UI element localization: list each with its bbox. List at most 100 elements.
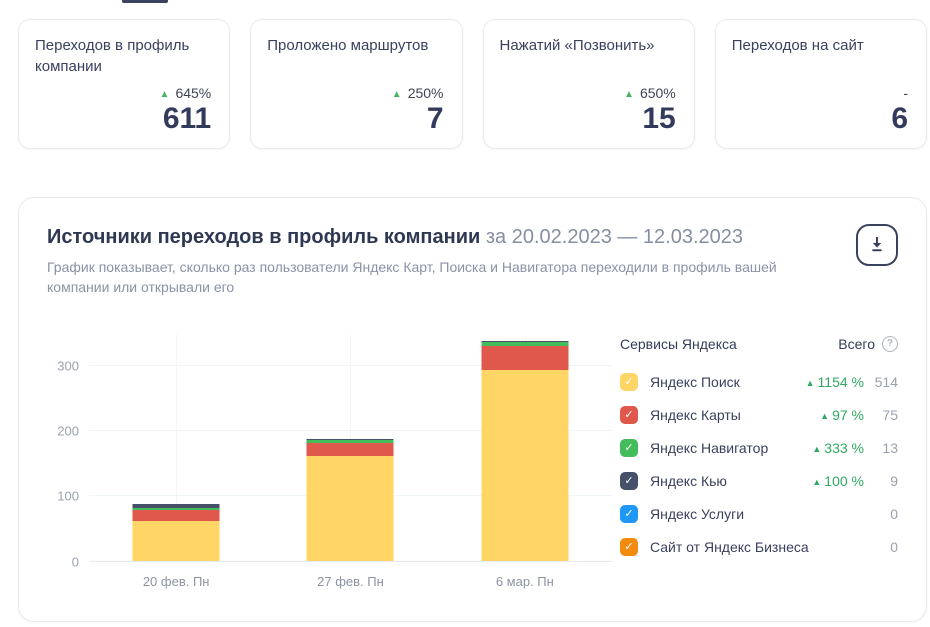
stat-card-title: Нажатий «Позвонить» — [499, 37, 655, 54]
bar-segment — [306, 442, 394, 457]
download-icon — [867, 234, 887, 257]
series-checkbox[interactable]: ✓ — [620, 504, 638, 523]
stat-card-title: Переходов на сайт — [731, 37, 864, 54]
x-axis-tick-label: 6 мар. Пн — [495, 573, 554, 589]
legend-values: 0 — [864, 506, 898, 522]
stat-cards-row: Переходов в профиль компании ▲ 645% 611 Прол… — [18, 19, 927, 149]
stat-card-trend-value: 650% — [639, 84, 676, 101]
bar-segment — [481, 341, 569, 342]
stat-card: Переходов на сайт -6 — [714, 19, 927, 149]
bar-segment — [481, 345, 569, 370]
stat-card-trend-value: - — [903, 84, 908, 101]
trend-up-icon: ▲ — [805, 377, 815, 388]
legend-values: ▲ 100 % 9 — [812, 473, 898, 489]
stat-card: Переходов в профиль компании ▲ 645% 611 — [18, 19, 231, 149]
legend-values: 0 — [864, 539, 898, 555]
legend-header-total: Всего — [838, 335, 875, 352]
legend-percent: ▲ 97 % — [820, 407, 864, 423]
legend-values: ▲ 97 % 75 — [820, 407, 898, 423]
y-axis-tick-label: 100 — [57, 488, 79, 504]
legend-row: ✓ Яндекс Поиск ▲ 1154 % 514 — [620, 372, 898, 392]
stacked-bar[interactable] — [306, 438, 394, 561]
legend-total: 514 — [874, 373, 898, 390]
chart-and-legend: 0 100 200 300 20 фев. Пн 27 фев. Пн 6 мар. Пн… — [47, 333, 898, 604]
legend-header-total-wrap: Всего ? — [838, 335, 898, 352]
stacked-bar[interactable] — [481, 341, 569, 561]
legend-percent: ▲ 1154 % — [806, 374, 864, 390]
chart-column: 27 фев. Пн — [263, 333, 437, 589]
legend-row: ✓ Яндекс Кью ▲ 100 % 9 — [620, 471, 898, 491]
stat-card-trend: - — [732, 85, 908, 101]
stat-card-trend: ▲ 645% — [35, 85, 212, 101]
x-axis-tick-label: 27 фев. Пн — [317, 573, 384, 589]
legend-percent-value: 333 % — [824, 439, 864, 456]
stat-card-value: 7 — [426, 101, 444, 135]
y-axis-tick-label: 300 — [57, 358, 79, 374]
legend-label: Яндекс Карты — [650, 406, 741, 423]
legend-values: ▲ 333 % 13 — [812, 440, 898, 456]
stat-card-trend: ▲ 650% — [500, 85, 676, 101]
legend-total: 75 — [882, 406, 898, 423]
legend-label: Сайт от Яндекс Бизнеса — [650, 538, 809, 555]
vertical-gridline — [176, 333, 178, 561]
legend-total: 0 — [890, 505, 898, 522]
download-button[interactable] — [856, 224, 898, 266]
legend-percent-value: 97 % — [832, 406, 864, 423]
legend-percent-value: 1154 % — [817, 373, 864, 390]
trend-up-icon: ▲ — [624, 88, 634, 100]
bar-segment — [132, 509, 220, 521]
trend-up-icon: ▲ — [812, 443, 822, 454]
stat-card: Нажатий «Позвонить» ▲ 650% 15 — [482, 19, 695, 149]
y-axis: 0 100 200 300 — [47, 334, 89, 569]
traffic-sources-card: Источники переходов в профиль компании з… — [18, 197, 927, 622]
active-tab-underline — [122, 0, 168, 3]
legend-row: ✓ Яндекс Услуги 0 — [620, 504, 898, 524]
legend-row: ✓ Яндекс Навигатор ▲ 333 % 13 — [620, 438, 898, 458]
legend-items: ✓ Яндекс Поиск ▲ 1154 % 514 ✓ Яндекс Карты ▲ 97 … — [620, 372, 898, 557]
bar-segment — [132, 520, 220, 561]
stat-card-value: 15 — [642, 101, 676, 135]
page-title: Источники переходов в профиль компании з… — [47, 224, 777, 250]
stat-card-title: Переходов в профиль компании — [35, 37, 190, 75]
legend-label: Яндекс Поиск — [650, 373, 740, 390]
stat-card-trend: ▲ 250% — [267, 84, 444, 101]
chart-column: 20 фев. Пн — [89, 333, 263, 589]
legend-label: Яндекс Кью — [650, 472, 727, 489]
card-header-text: Источники переходов в профиль компании з… — [47, 224, 777, 298]
bar-segment — [481, 369, 569, 561]
stacked-bar[interactable] — [132, 503, 220, 561]
stat-card-value: 6 — [891, 101, 908, 135]
legend-label: Яндекс Навигатор — [650, 439, 769, 456]
series-checkbox[interactable]: ✓ — [620, 405, 638, 424]
stat-card-trend-value: 250% — [407, 84, 444, 101]
legend-header-services: Сервисы Яндекса — [620, 335, 737, 352]
trend-up-icon: ▲ — [820, 410, 830, 421]
plot-area: 20 фев. Пн 27 фев. Пн 6 мар. Пн — [89, 333, 612, 589]
trend-up-icon: ▲ — [812, 476, 822, 487]
x-axis-tick-label: 20 фев. Пн — [142, 573, 210, 589]
chart-column: 6 мар. Пн — [438, 333, 612, 589]
legend-percent: ▲ 100 % — [812, 473, 864, 489]
series-checkbox[interactable]: ✓ — [620, 471, 638, 490]
legend-total: 13 — [882, 439, 898, 456]
chart: 0 100 200 300 20 фев. Пн 27 фев. Пн 6 мар. Пн — [47, 333, 612, 604]
help-icon[interactable]: ? — [882, 335, 898, 352]
trend-up-icon: ▲ — [391, 88, 402, 100]
bar-segment — [306, 438, 394, 441]
series-checkbox[interactable]: ✓ — [620, 372, 638, 391]
series-checkbox[interactable]: ✓ — [620, 537, 638, 556]
bar-segment — [132, 503, 220, 508]
legend-row: ✓ Яндекс Карты ▲ 97 % 75 — [620, 405, 898, 425]
card-header: Источники переходов в профиль компании з… — [47, 224, 898, 298]
legend-percent-value: 100 % — [824, 472, 864, 489]
bar-segment — [481, 341, 569, 346]
card-subtitle: График показывает, сколько раз пользоват… — [47, 259, 777, 296]
y-axis-tick-label: 200 — [57, 423, 79, 439]
stat-card: Проложено маршрутов ▲ 250% 7 — [250, 19, 463, 149]
series-checkbox[interactable]: ✓ — [620, 438, 638, 457]
card-title-text: Источники переходов в профиль компании — [47, 226, 481, 248]
y-axis-tick-label: 0 — [71, 554, 79, 570]
legend-values: ▲ 1154 % 514 — [806, 374, 898, 390]
legend-total: 9 — [890, 472, 898, 489]
